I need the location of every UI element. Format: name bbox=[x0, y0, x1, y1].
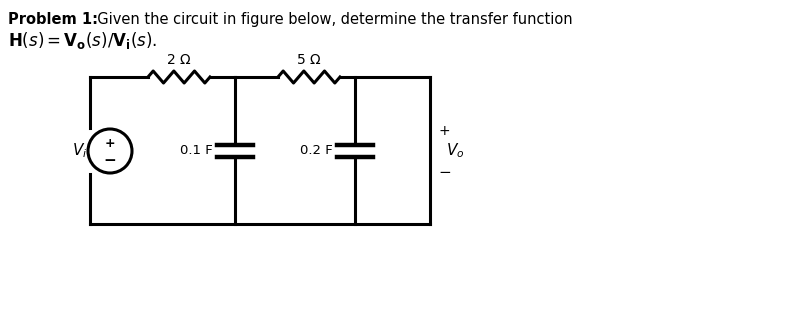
Text: $V_o$: $V_o$ bbox=[446, 141, 465, 160]
Text: 2 $\Omega$: 2 $\Omega$ bbox=[166, 53, 192, 67]
Text: −: − bbox=[438, 165, 451, 180]
Text: $\mathbf{H}(s) = \mathbf{V_o}(s)/\mathbf{V_i}(s).$: $\mathbf{H}(s) = \mathbf{V_o}(s)/\mathbf… bbox=[8, 30, 157, 51]
Text: 5 $\Omega$: 5 $\Omega$ bbox=[296, 53, 322, 67]
Text: Problem 1:: Problem 1: bbox=[8, 12, 98, 27]
Text: −: − bbox=[104, 152, 116, 168]
Text: Given the circuit in figure below, determine the transfer function: Given the circuit in figure below, deter… bbox=[88, 12, 572, 27]
Text: +: + bbox=[104, 136, 115, 149]
Text: 0.2 F: 0.2 F bbox=[300, 144, 333, 157]
Text: 0.1 F: 0.1 F bbox=[181, 144, 213, 157]
Text: +: + bbox=[438, 124, 450, 137]
Text: $V_i$: $V_i$ bbox=[72, 142, 88, 160]
